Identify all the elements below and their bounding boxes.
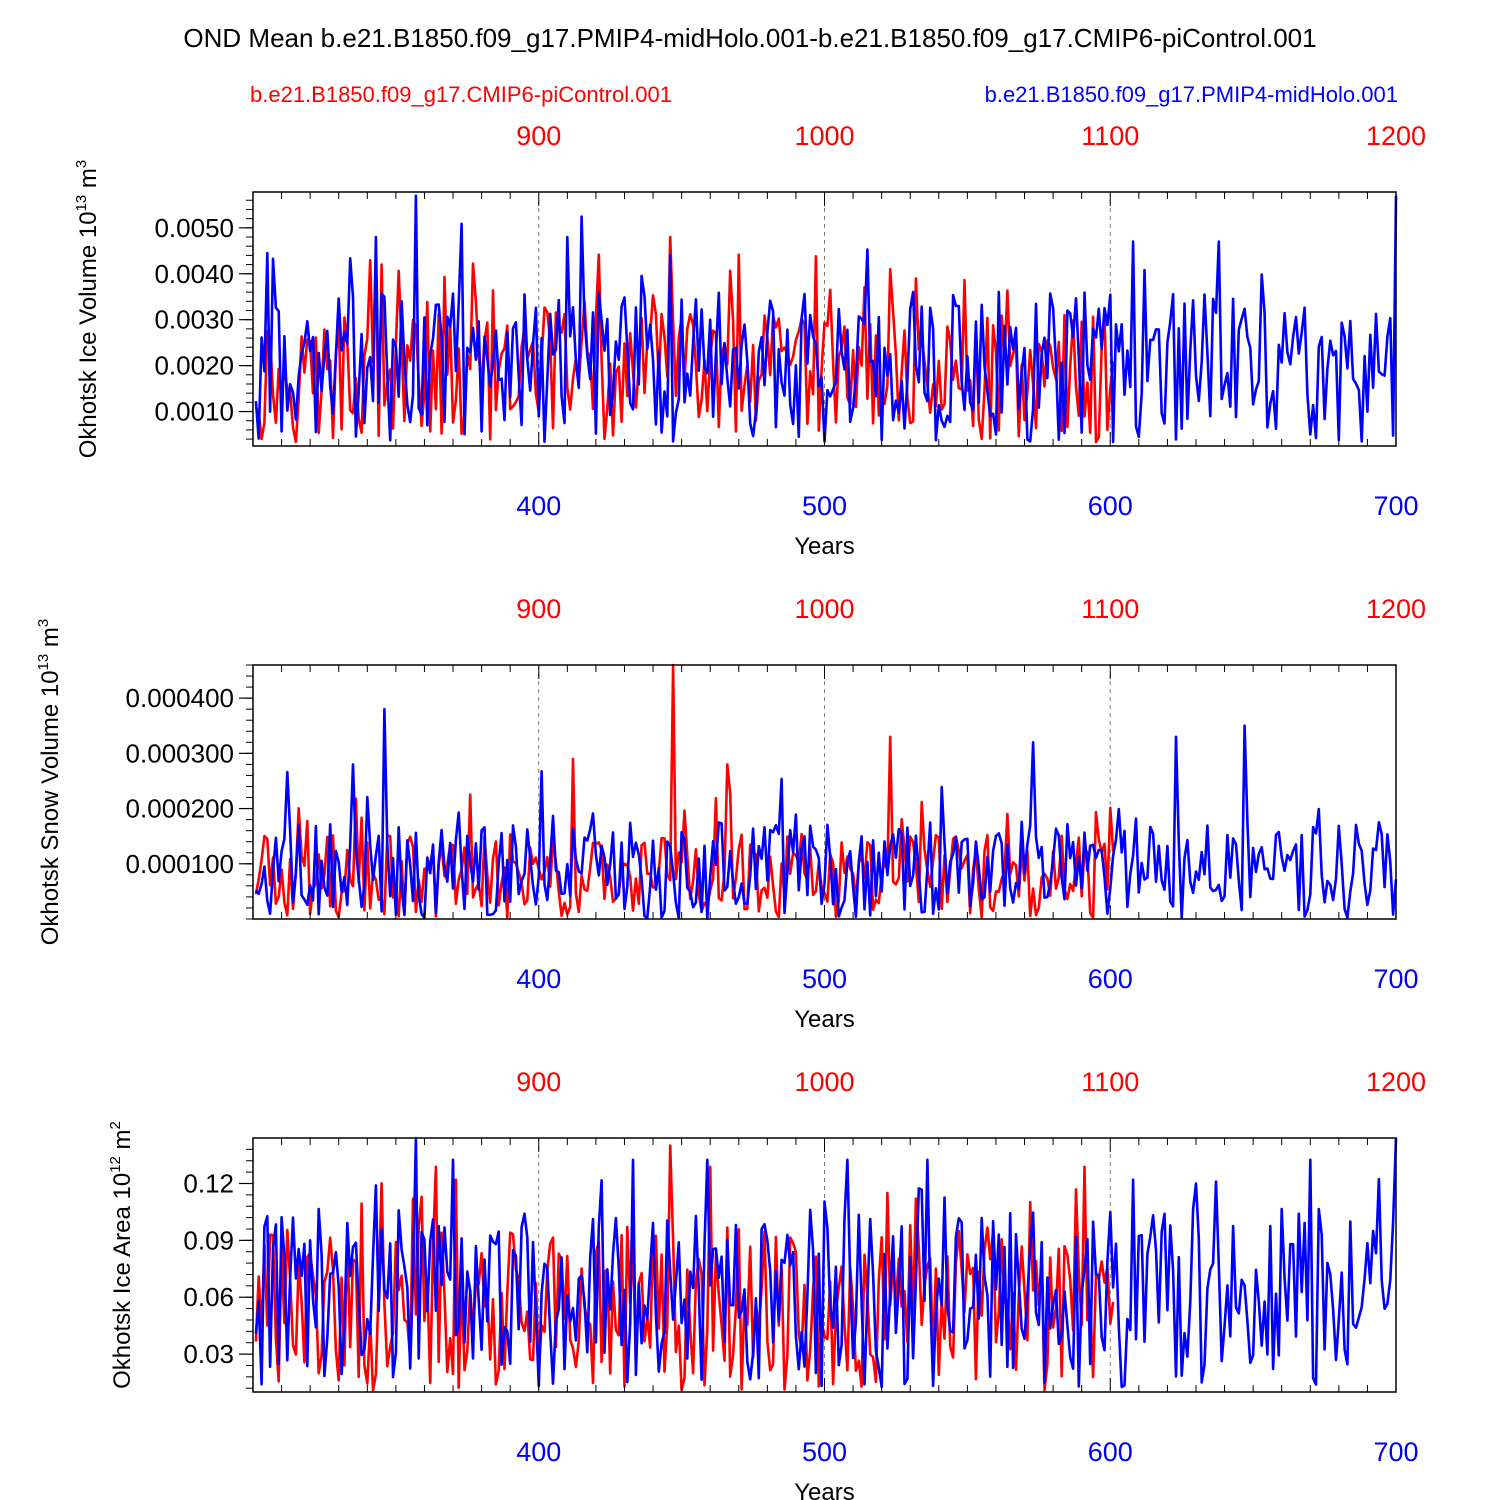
x-bottom-tick-label: 700 xyxy=(1373,1437,1418,1467)
x-bottom-tick-label: 600 xyxy=(1088,491,1133,521)
x-bottom-tick-label: 600 xyxy=(1088,1437,1133,1467)
series-line-midholo xyxy=(254,707,1398,920)
x-bottom-tick-label: 500 xyxy=(802,491,847,521)
series-line-picontrol xyxy=(254,663,1115,920)
chart-panel-3: 0.03 0.06 0.09 0.12 400 500 600 700 900 1000 1100 1… xyxy=(107,1067,1426,1500)
y-tick-label: 0.000300 xyxy=(126,738,234,768)
x-bottom-tick-label: 400 xyxy=(516,964,561,994)
y-tick-label: 0.0050 xyxy=(154,213,234,243)
y-tick-label: 0.03 xyxy=(183,1339,234,1369)
x-top-tick-label: 1000 xyxy=(794,594,854,624)
x-bottom-tick-label: 700 xyxy=(1373,491,1418,521)
y-axis-label: Okhotsk Snow Volume 1013 m3 xyxy=(35,619,64,946)
x-top-tick-label: 1100 xyxy=(1081,121,1139,151)
chart-panel-2: 0.000100 0.000200 0.000300 0.000400 400 500 60… xyxy=(35,594,1426,1033)
x-top-tick-label: 1200 xyxy=(1366,594,1426,624)
x-bottom-tick-label: 500 xyxy=(802,964,847,994)
chart-panel-1: 0.0010 0.0020 0.0030 0.0040 0.0050 400 500 600 7… xyxy=(73,121,1426,560)
panels: 0.0010 0.0020 0.0030 0.0040 0.0050 400 500 600 7… xyxy=(35,121,1426,1500)
x-top-tick-label: 900 xyxy=(516,594,561,624)
legend-blue-label: b.e21.B1850.f09_g17.PMIP4-midHolo.001 xyxy=(985,82,1398,107)
y-tick-label: 0.0040 xyxy=(154,259,234,289)
x-top-tick-label: 1100 xyxy=(1081,1067,1139,1097)
x-top-tick-label: 1200 xyxy=(1366,1067,1426,1097)
y-tick-label: 0.12 xyxy=(183,1168,234,1198)
x-top-tick-label: 1100 xyxy=(1081,594,1139,624)
y-tick-label: 0.0030 xyxy=(154,305,234,335)
legend-red-label: b.e21.B1850.f09_g17.CMIP6-piControl.001 xyxy=(250,82,672,107)
x-axis-label: Years xyxy=(794,1006,855,1033)
x-axis-label: Years xyxy=(794,533,855,560)
series-line-midholo xyxy=(254,1136,1398,1389)
y-axis-label: Okhotsk Ice Area 1012 m2 xyxy=(107,1121,136,1389)
y-tick-label: 0.0020 xyxy=(154,351,234,381)
x-top-tick-label: 900 xyxy=(516,121,561,151)
x-top-tick-label: 1200 xyxy=(1366,121,1426,151)
figure-title: OND Mean b.e21.B1850.f09_g17.PMIP4-midHo… xyxy=(183,23,1316,53)
y-tick-label: 0.06 xyxy=(183,1282,234,1312)
y-tick-label: 0.0010 xyxy=(154,397,234,427)
x-top-tick-label: 1000 xyxy=(794,121,854,151)
x-bottom-tick-label: 700 xyxy=(1373,964,1418,994)
y-tick-label: 0.000100 xyxy=(126,849,234,879)
y-tick-label: 0.000200 xyxy=(126,794,234,824)
series-line-picontrol xyxy=(254,1144,1115,1392)
y-tick-label: 0.000400 xyxy=(126,683,234,713)
x-top-tick-label: 1000 xyxy=(794,1067,854,1097)
y-tick-label: 0.09 xyxy=(183,1225,234,1255)
x-bottom-tick-label: 400 xyxy=(516,1437,561,1467)
x-bottom-tick-label: 600 xyxy=(1088,964,1133,994)
x-bottom-tick-label: 400 xyxy=(516,491,561,521)
x-top-tick-label: 900 xyxy=(516,1067,561,1097)
x-axis-label: Years xyxy=(794,1479,855,1500)
series-line-midholo xyxy=(254,194,1398,444)
x-bottom-tick-label: 500 xyxy=(802,1437,847,1467)
y-axis-label: Okhotsk Ice Volume 1013 m3 xyxy=(73,160,102,459)
